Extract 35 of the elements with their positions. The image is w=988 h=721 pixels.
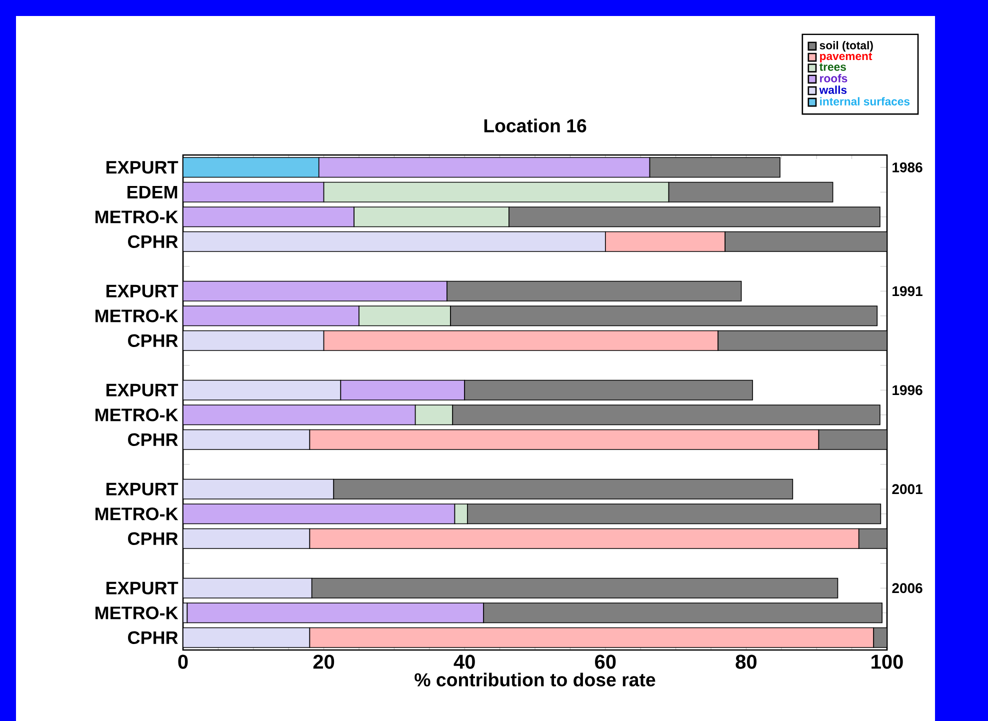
legend-label: roofs [820,74,848,82]
text: 2001 [892,484,922,494]
y-tick-label: CPHR [128,532,178,545]
y-tick-label: METRO-K [96,310,178,322]
legend-label: internal surfaces [820,97,910,106]
y-tick-label: EXPURT [106,284,178,298]
y-tick-label: CPHR [128,235,178,248]
y-tick-label: EXPURT [106,482,178,496]
legend-label: walls [819,86,847,94]
x-tick-label: 0 [178,654,188,669]
y-tick-label: EDEM [128,186,178,198]
text: 1996 [892,385,922,396]
x-tick-label: 80 [736,654,756,669]
x-tick-label: 60 [595,654,616,669]
legend-label: pavement [820,52,872,62]
chart-title: Location 16 [484,118,586,132]
legend-label: trees [819,63,846,71]
x-tick-label: 40 [454,654,475,669]
y-tick-label: METRO-K [96,408,178,422]
y-tick-label: METRO-K [96,210,178,224]
x-tick-label: 100 [872,654,903,669]
text: 2006 [892,583,922,594]
text: 1991 [892,286,922,296]
y-tick-label: METRO-K [96,606,178,620]
text: 1986 [892,162,922,172]
y-tick-label: CPHR [128,334,178,347]
y-tick-label: EXPURT [106,161,178,174]
y-tick-label: CPHR [128,631,178,644]
y-tick-label: EXPURT [106,582,178,594]
legend-label: soil (total) [820,41,873,52]
y-tick-label: METRO-K [96,508,178,520]
x-axis-title: % contribution to dose rate [414,672,656,686]
y-tick-label: CPHR [128,433,178,446]
x-tick-label: 20 [313,654,334,669]
y-tick-label: EXPURT [106,384,178,396]
